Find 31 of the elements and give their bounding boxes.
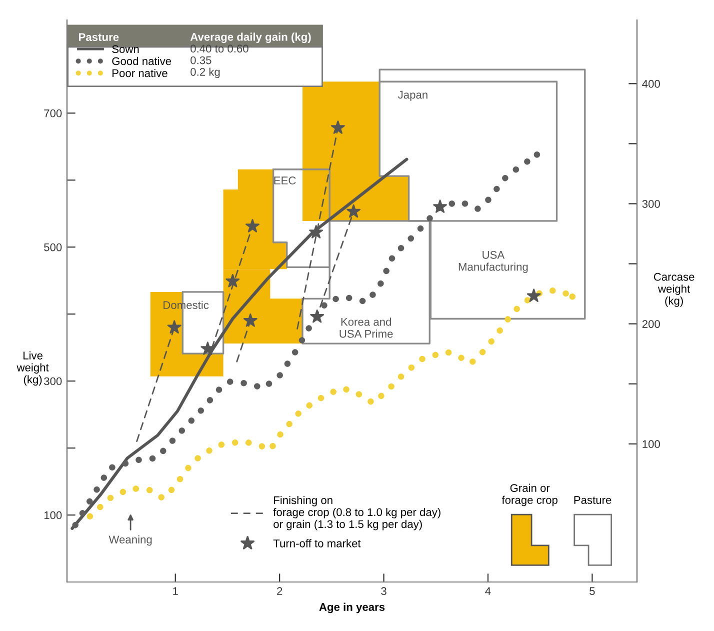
annotation: USA Manufacturing <box>458 250 528 273</box>
annotation: Japan <box>398 90 428 101</box>
legend-label: Finishing on forage crop (0.8 to 1.0 kg per day) or grain (1.3 to 1.5 kg per day) <box>273 496 440 530</box>
legend-label: Turn-off to market <box>273 539 361 548</box>
legend-label: Sown <box>112 45 139 54</box>
y-tick-label: 100 <box>44 511 62 520</box>
x-tick-label: 3 <box>381 587 386 596</box>
annotation: Korea and USA Prime <box>340 318 393 338</box>
y2-tick-label: 100 <box>642 440 660 448</box>
legend-title: Pasture <box>79 33 119 42</box>
annotation: EEC <box>274 176 296 184</box>
annotation: Average daily gain (kg) <box>190 32 311 44</box>
x-tick-label: 4 <box>485 587 491 595</box>
y2-axis-title: Carcase weight (kg) <box>654 272 694 307</box>
annotation: Grain or forage crop <box>502 484 558 506</box>
x-tick-label: 2 <box>277 587 282 595</box>
y2-tick-label: 300 <box>642 200 660 208</box>
legend-label: Good native <box>112 56 172 66</box>
x-tick-label: 5 <box>590 587 595 596</box>
y2-tick-label: 200 <box>642 320 660 328</box>
x-axis-title: Age in years <box>319 602 385 614</box>
y-tick-label: 300 <box>44 377 62 386</box>
legend-label: Poor native <box>112 68 168 78</box>
y-tick-label: 500 <box>44 243 62 252</box>
annotation: 0.35 <box>190 56 212 64</box>
annotation: Pasture <box>574 496 612 504</box>
x-tick-label: 1 <box>173 587 178 595</box>
y2-tick-label: 400 <box>642 80 660 88</box>
annotation: 0.2 kg <box>190 68 220 78</box>
y-tick-label: 700 <box>44 109 62 118</box>
annotation: Weaning <box>108 535 152 546</box>
